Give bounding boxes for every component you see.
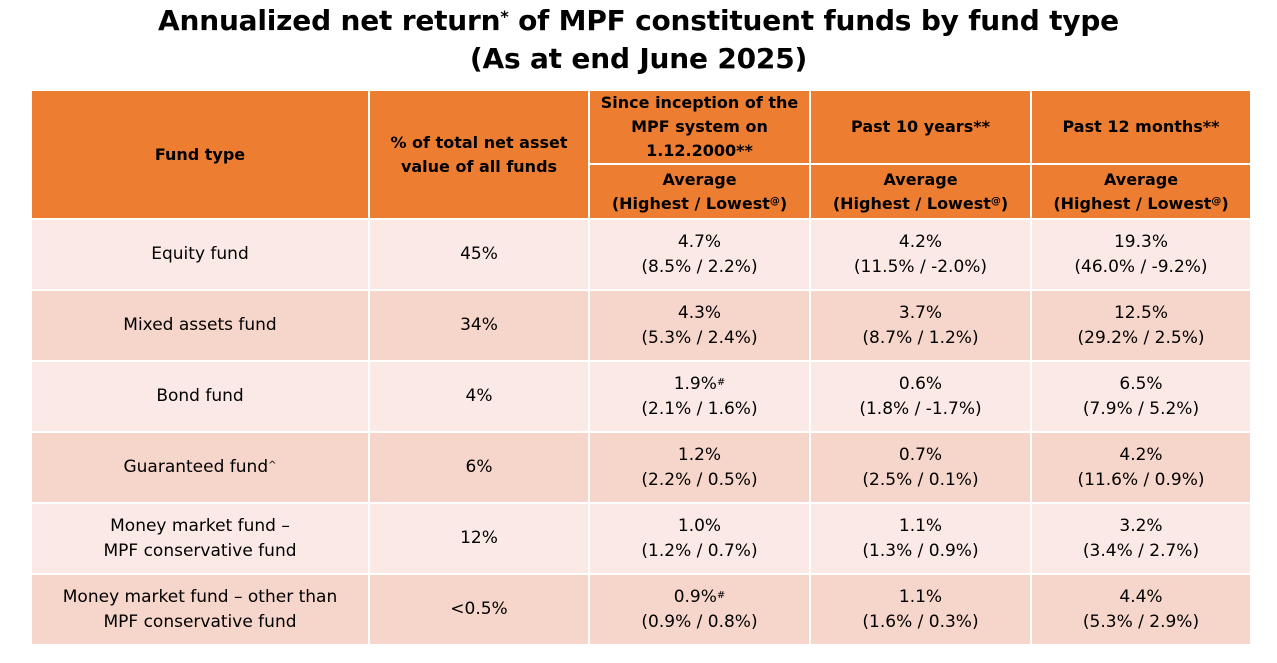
caret-footnote-mark: ^ <box>268 460 277 471</box>
since-inception-cell: 1.2% (2.2% / 0.5%) <box>588 431 811 504</box>
page-title: Annualized net return* of MPF constituen… <box>158 4 1119 37</box>
returns-table: Fund type % of total net asset value of … <box>30 89 1252 646</box>
title-footnote-mark: * <box>500 7 509 26</box>
past-10-years-cell: 0.6% (1.8% / -1.7%) <box>809 360 1032 433</box>
table-row: Bond fund 4% 1.9%# (2.1% / 1.6%) 0.6% (1.8… <box>30 360 1252 433</box>
hash-footnote-mark: # <box>716 376 726 388</box>
table-row: Equity fund 45% 4.7% (8.5% / 2.2%) 4.2% (1… <box>30 218 1252 291</box>
fund-type-cell: Guaranteed fund^ <box>30 431 370 504</box>
table-row: Guaranteed fund^ 6% 1.2% (2.2% / 0.5%) 0.… <box>30 431 1252 504</box>
pct-nav-cell: <0.5% <box>368 573 590 646</box>
subheader-average-highest-lowest: Average (Highest / Lowest@) <box>1030 163 1252 220</box>
since-inception-cell: 1.0% (1.2% / 0.7%) <box>588 502 811 575</box>
pct-nav-cell: 45% <box>368 218 590 291</box>
fund-type-cell: Mixed assets fund <box>30 289 370 362</box>
fund-type-cell: Equity fund <box>30 218 370 291</box>
hash-footnote-mark: # <box>716 589 726 601</box>
past-12-months-cell: 4.4% (5.3% / 2.9%) <box>1030 573 1252 646</box>
page-subtitle: (As at end June 2025) <box>469 42 808 75</box>
past-12-months-cell: 12.5% (29.2% / 2.5%) <box>1030 289 1252 362</box>
past-12-months-cell: 19.3% (46.0% / -9.2%) <box>1030 218 1252 291</box>
since-inception-cell: 0.9%# (0.9% / 0.8%) <box>588 573 811 646</box>
pct-nav-cell: 4% <box>368 360 590 433</box>
since-inception-cell: 4.7% (8.5% / 2.2%) <box>588 218 811 291</box>
past-10-years-cell: 0.7% (2.5% / 0.1%) <box>809 431 1032 504</box>
past-10-years-cell: 1.1% (1.6% / 0.3%) <box>809 573 1032 646</box>
subheader-average-highest-lowest: Average (Highest / Lowest@) <box>588 163 811 220</box>
past-10-years-cell: 1.1% (1.3% / 0.9%) <box>809 502 1032 575</box>
fund-type-cell: Bond fund <box>30 360 370 433</box>
since-inception-cell: 4.3% (5.3% / 2.4%) <box>588 289 811 362</box>
since-inception-cell: 1.9%# (2.1% / 1.6%) <box>588 360 811 433</box>
pct-nav-cell: 6% <box>368 431 590 504</box>
header-pct-nav: % of total net asset value of all funds <box>368 89 590 220</box>
past-10-years-cell: 3.7% (8.7% / 1.2%) <box>809 289 1032 362</box>
past-12-months-cell: 6.5% (7.9% / 5.2%) <box>1030 360 1252 433</box>
fund-type-cell: Money market fund – MPF conservative fund <box>30 502 370 575</box>
fund-type-cell: Money market fund – other than MPF conser… <box>30 573 370 646</box>
header-since-inception: Since inception of the MPF system on 1.1… <box>588 89 811 165</box>
title-block: Annualized net return* of MPF constituen… <box>0 2 1277 78</box>
pct-nav-cell: 12% <box>368 502 590 575</box>
subheader-average-highest-lowest: Average (Highest / Lowest@) <box>809 163 1032 220</box>
table-row: Money market fund – MPF conservative fund… <box>30 502 1252 575</box>
header-past-12-months: Past 12 months** <box>1030 89 1252 165</box>
past-10-years-cell: 4.2% (11.5% / -2.0%) <box>809 218 1032 291</box>
table-row: Money market fund – other than MPF conser… <box>30 573 1252 646</box>
table-row: Mixed assets fund 34% 4.3% (5.3% / 2.4%) … <box>30 289 1252 362</box>
pct-nav-cell: 34% <box>368 289 590 362</box>
header-fund-type: Fund type <box>30 89 370 220</box>
header-past-10-years: Past 10 years** <box>809 89 1032 165</box>
past-12-months-cell: 4.2% (11.6% / 0.9%) <box>1030 431 1252 504</box>
past-12-months-cell: 3.2% (3.4% / 2.7%) <box>1030 502 1252 575</box>
